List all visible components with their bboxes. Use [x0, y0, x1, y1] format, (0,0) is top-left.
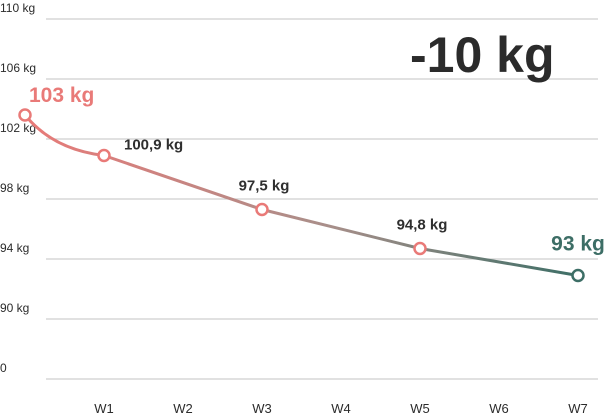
- y-tick-label: 106 kg: [0, 61, 36, 75]
- y-tick-label: 102 kg: [0, 121, 36, 135]
- x-axis-tick-labels: W1 W2 W3 W4 W5 W6 W7: [94, 401, 588, 416]
- data-points: [18, 108, 585, 283]
- x-tick-label: W7: [568, 401, 588, 416]
- y-axis-tick-labels: 0 90 kg 94 kg 98 kg 102 kg 106 kg 110 kg: [0, 1, 36, 375]
- y-tick-label: 0: [0, 361, 7, 375]
- data-label: 94,8 kg: [397, 217, 448, 234]
- x-tick-label: W5: [410, 401, 430, 416]
- y-tick-label: 98 kg: [0, 181, 29, 195]
- y-tick-label: 110 kg: [0, 1, 35, 15]
- x-tick-label: W1: [94, 401, 114, 416]
- weight-series-line: [23, 114, 579, 277]
- x-tick-label: W3: [252, 401, 272, 416]
- gridlines: [46, 18, 598, 380]
- data-labels: 103 kg 100,9 kg 97,5 kg 94,8 kg 93 kg: [29, 84, 605, 256]
- x-tick-label: W2: [173, 401, 193, 416]
- data-label: 103 kg: [29, 84, 94, 107]
- data-point: [18, 108, 32, 122]
- headline-total-loss: -10 kg: [410, 27, 555, 83]
- data-label: 97,5 kg: [239, 178, 290, 195]
- x-tick-label: W6: [489, 401, 509, 416]
- data-point: [413, 241, 427, 256]
- y-tick-label: 90 kg: [0, 301, 29, 315]
- x-tick-label: W4: [331, 401, 351, 416]
- y-tick-label: 94 kg: [0, 241, 29, 255]
- data-point: [97, 148, 111, 163]
- data-point: [571, 268, 585, 283]
- data-point: [255, 202, 269, 217]
- data-label: 93 kg: [551, 233, 605, 256]
- data-label: 100,9 kg: [124, 137, 183, 154]
